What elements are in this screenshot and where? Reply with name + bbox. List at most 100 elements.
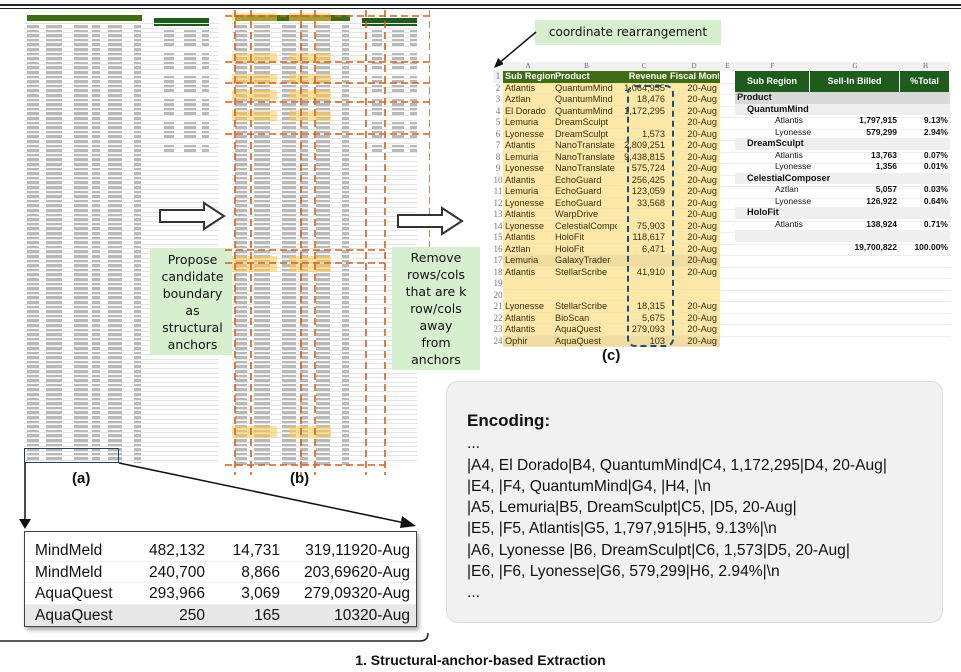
row-number: 2 [495,82,501,93]
cell-d: 20-Aug [687,209,717,219]
thumb-cell [108,314,122,318]
thumb-cell [184,121,196,125]
thumb-cell [316,319,330,323]
thumb-cell [74,52,88,56]
row-fill [503,243,720,255]
thumb-cell [235,186,247,189]
thumb-cell [108,25,122,28]
thumb-cell [108,374,122,378]
thumb-cell [27,434,39,438]
thumb-cell [235,282,247,286]
thumb-cell [235,393,247,396]
thumb-cell [342,25,349,28]
thumb-cell [92,402,100,406]
thumb-cell [46,452,62,456]
thumb-cell [254,176,270,180]
pivot-row-item: Lyonesse 1,356 0.01% [735,161,950,173]
row-number: 7 [495,140,501,150]
thumb-cell [372,29,382,33]
cell-d: 20-Aug [687,243,717,254]
encoding-line: |E5, |F5, Atlantis|G5, 1,797,915|H5, 9.1… [467,520,777,538]
thumb-row [24,455,219,461]
thumb-cell [74,176,88,180]
thumb-cell [202,130,209,134]
thumb-cell [372,144,382,148]
thumb-cell [342,388,349,392]
selected-region-box [24,448,119,463]
thumb-cell [92,209,100,212]
thumb-cell [108,167,122,171]
thumb-cell [46,379,62,383]
thumb-cell [254,218,270,222]
thumb-row [24,294,219,300]
thumb-cell [316,439,330,442]
thumb-cell [134,80,141,84]
thumb-cell [254,232,270,235]
thumb-cell [282,126,296,130]
thumb-cell [254,71,270,74]
thumb-cell [108,370,122,373]
thumb-cell [134,57,141,61]
thumb-cell [74,181,88,185]
thumb-cell [134,94,141,97]
thumb-cell [235,356,247,360]
thumb-cell [46,75,62,79]
thumb-cell [342,80,349,84]
thumb-cell [27,429,39,433]
thumb-cell [316,443,330,447]
thumb-cell [392,38,404,42]
thumb-cell [27,319,39,323]
cell-b: EchoGuard [555,186,602,196]
thumb-cell [235,241,247,245]
thumb-cell [108,250,122,254]
thumb-cell [342,190,349,194]
thumb-row [232,340,417,346]
thumb-cell [134,218,141,222]
thumb-cell [27,222,39,226]
thumb-row [24,257,219,263]
spreadsheet-c: A B C D E F G H 1 Sub Region Product Revenue Fiscal … [493,62,951,347]
thumb-cell [342,245,349,249]
thumb-cell [46,443,62,447]
thumb-row [24,202,219,208]
thumb-cell [46,112,62,116]
thumb-row [24,147,219,153]
thumb-cell [134,89,141,93]
thumb-row [24,23,219,28]
thumb-cell [254,291,270,295]
thumb-cell [134,420,141,424]
thumb-cell [282,167,296,171]
thumb-row [232,216,417,222]
thumb-cell [372,80,382,84]
cell-c: 75,903 [636,220,665,231]
thumb-cell [27,250,39,254]
thumb-row [24,87,219,93]
thumb-cell [316,287,330,291]
column-letter: D [668,62,720,71]
row-fill [503,105,720,117]
thumb-cell [300,365,308,369]
thumb-row [24,312,219,318]
row-number: 4 [495,105,501,116]
zoom-arrows [19,462,416,529]
thumb-cell [282,420,296,424]
thumb-cell [342,181,349,185]
thumb-row [232,358,417,364]
thumb-cell [282,370,296,373]
thumb-cell [74,163,88,166]
thumb-row [232,243,417,249]
thumb-cell [235,227,247,231]
pivot-label: Aztlan [775,184,799,194]
thumb-cell [27,236,39,240]
thumb-row [24,441,219,447]
thumb-cell [254,209,270,212]
thumb-cell [134,29,141,33]
anchor-highlight [289,111,331,121]
thumb-cell [254,140,270,143]
thumb-cell [74,301,88,304]
thumb-cell [74,57,88,61]
encoding-line: |A4, El Dorado|B4, QuantumMind|C4, 1,172… [467,456,887,474]
thumb-cell [316,135,330,139]
row-number: 11 [493,186,503,196]
thumb-cell [92,305,100,309]
